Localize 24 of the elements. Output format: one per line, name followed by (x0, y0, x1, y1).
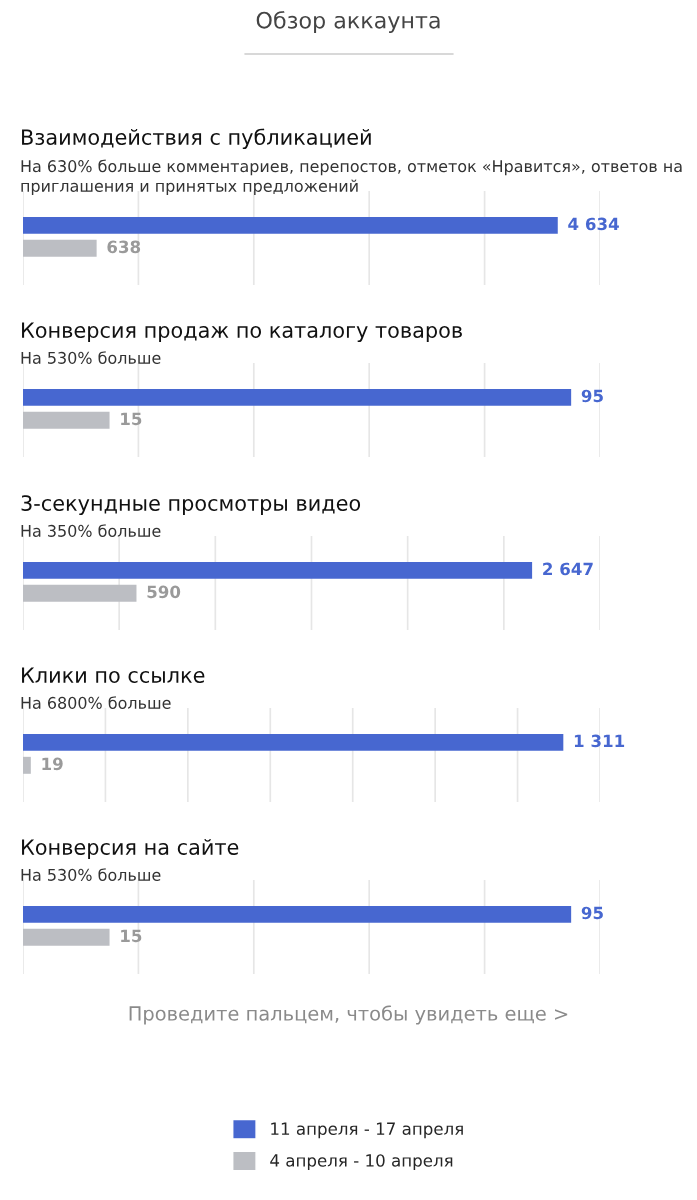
text: Обзор аккаунта (256, 11, 440, 33)
legend-label: 4 апреля - 10 апреля (270, 1154, 453, 1170)
chart-subtitle: На 350% больше (21, 524, 161, 537)
chart-title: Клики по ссылке (22, 667, 205, 683)
data-label: 95 (581, 389, 603, 403)
chart-subtitle: На 530% больше (21, 868, 161, 881)
chart-subtitle: На 630% больше комментариев, перепостов, отметок «Нравится», ответов на приглашения и принятых предложений (21, 159, 682, 195)
chart-subtitle: На 6800% больше (21, 696, 171, 709)
chart-title: Взаимодействия с публикацией (22, 128, 371, 149)
chart-title: 3-секундные просмотры видео (21, 495, 361, 515)
chart-title: Конверсия на сайте (22, 838, 239, 859)
data-label: 590 (147, 585, 181, 599)
data-label: 638 (107, 240, 141, 254)
data-label: 19 (42, 757, 63, 771)
text: Проведите пальцем, чтобы увидеть еще > (129, 1005, 568, 1025)
data-label: 4 634 (568, 217, 619, 231)
data-label: 15 (121, 412, 142, 426)
legend-label: 11 апреля - 17 апреля (271, 1122, 463, 1139)
data-label: 2 647 (543, 562, 593, 576)
data-label: 1 311 (574, 734, 625, 748)
data-label: 95 (581, 906, 603, 920)
data-label: 15 (121, 929, 142, 943)
chart-title: Конверсия продаж по каталогу товаров (22, 322, 462, 342)
chart-subtitle: На 530% больше (21, 351, 161, 364)
